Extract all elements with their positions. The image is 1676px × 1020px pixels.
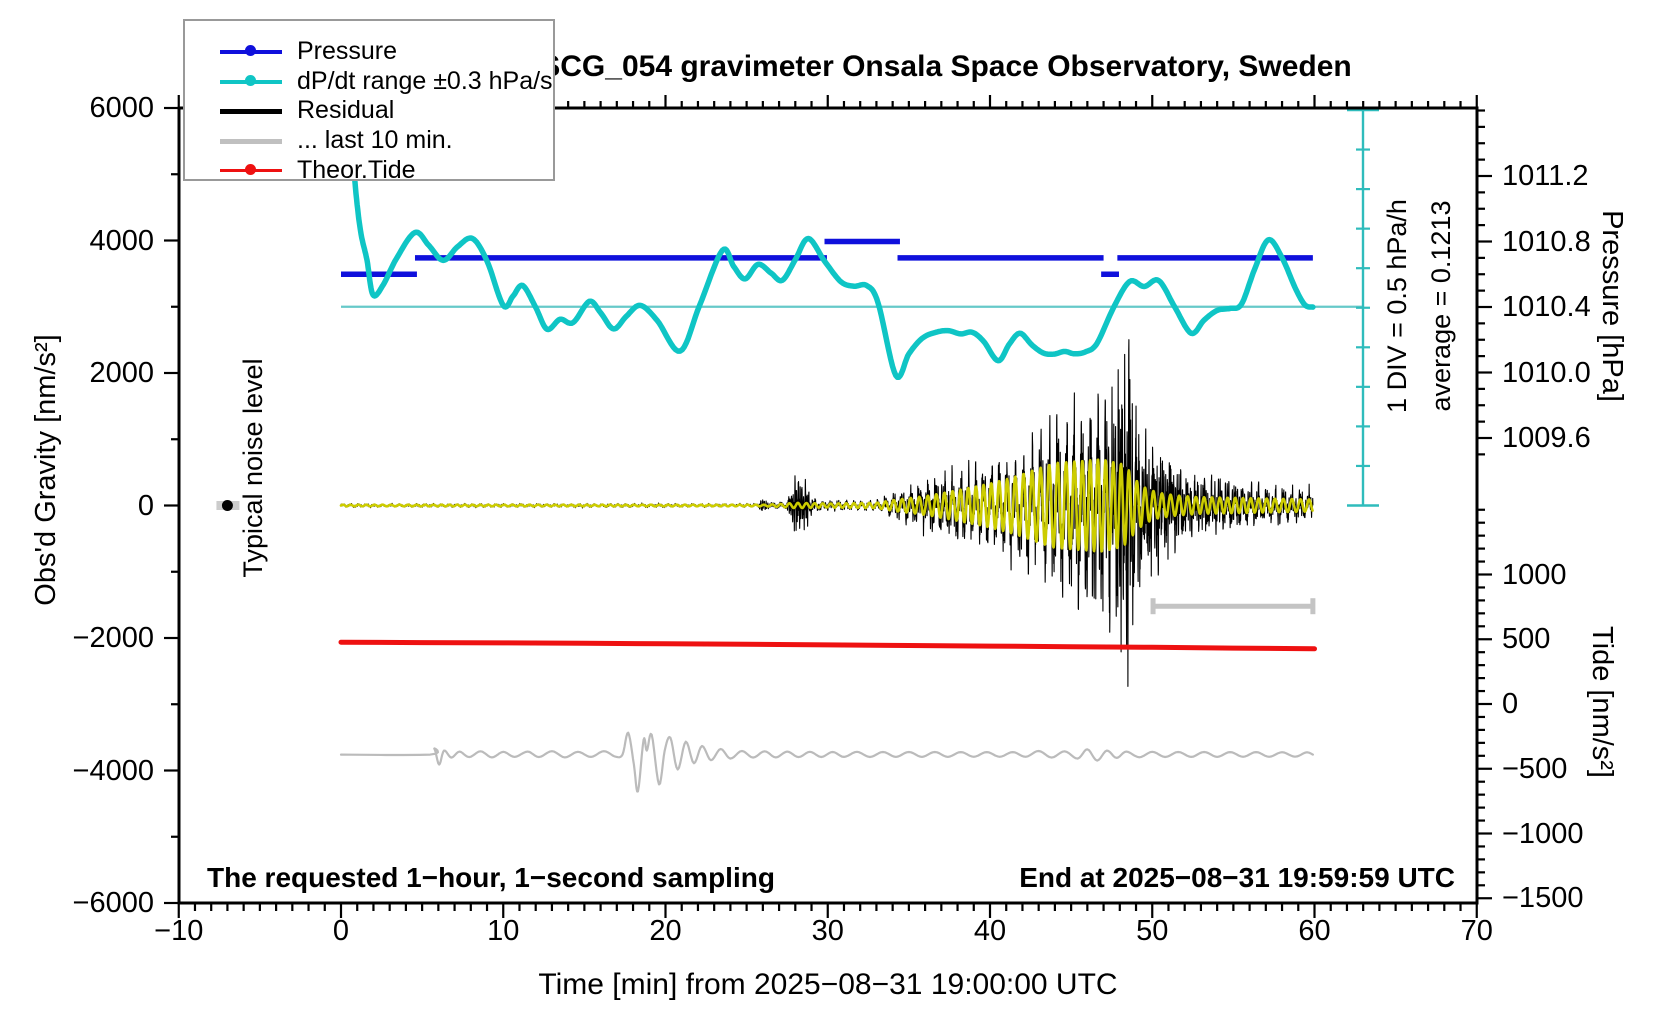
legend-item: ... last 10 min.: [185, 126, 553, 154]
time-tick-label: 60: [1298, 915, 1331, 947]
time-tick-label: 70: [1460, 915, 1493, 947]
gravity-tick-label: 2000: [89, 357, 154, 389]
tide-tick-label: 500: [1502, 623, 1551, 656]
typical-noise-label: Typical noise level: [237, 358, 268, 578]
time-tick-label: 0: [332, 915, 350, 947]
page-title: SCG_054 gravimeter Onsala Space Observat…: [540, 50, 1352, 83]
tide-tick-label: −1500: [1502, 882, 1584, 915]
gravity-tick-label: −6000: [72, 887, 154, 919]
tide-tick-label: 1000: [1502, 558, 1567, 591]
theor-tide-line: [338, 639, 1317, 652]
legend-label: Pressure: [297, 37, 398, 65]
average-label: average = 0.1213: [1425, 200, 1456, 412]
legend-dot: [245, 163, 256, 175]
time-tick-label: 30: [811, 915, 844, 947]
legend-line-swatch: [220, 139, 282, 145]
legend-box: Pressure dP/dt range ±0.3 hPa/s Residual..…: [183, 19, 555, 184]
legend-label: dP/dt range ±0.3 hPa/s: [297, 66, 553, 95]
tide-tick-label: 0: [1502, 688, 1519, 720]
tide-axis-title: Tide [nm/s²]: [1586, 625, 1619, 778]
legend-dot: [245, 74, 256, 86]
legend-label: Theor.Tide: [297, 155, 416, 184]
time-tick-label: 40: [973, 915, 1007, 947]
legend-item: Theor.Tide: [185, 156, 553, 184]
sampling-note: The requested 1−hour, 1−second sampling: [207, 862, 775, 893]
legend-label: ... last 10 min.: [297, 126, 453, 155]
dpdt-curve: [346, 107, 1316, 381]
residual-lowfreq-trace: [339, 458, 1314, 553]
pressure-tick-label: 1009.6: [1502, 422, 1591, 454]
tide-tick-label: −1000: [1502, 817, 1584, 850]
legend-item: Pressure: [185, 37, 553, 65]
tide-tick-label: −500: [1502, 752, 1568, 785]
div-scale-label: 1 DIV = 0.5 hPa/h: [1381, 199, 1412, 413]
last10-trace: [339, 731, 1314, 793]
legend-line-swatch: [220, 109, 282, 115]
gravity-tick-label: −2000: [72, 622, 154, 654]
gravity-tick-label: 0: [137, 489, 154, 522]
pressure-tick-label: 1010.0: [1502, 356, 1591, 389]
time-tick-label: 50: [1136, 915, 1169, 947]
gravity-tick-label: 4000: [89, 224, 154, 257]
time-tick-label: −10: [154, 915, 204, 947]
pressure-tick-label: 1010.4: [1502, 291, 1591, 323]
x-axis-title: Time [min] from 2025−08−31 19:00:00 UTC: [538, 968, 1118, 1001]
pressure-tick-label: 1011.2: [1502, 160, 1589, 192]
gravity-tick-label: 6000: [89, 92, 154, 124]
noise-dot: [221, 500, 233, 511]
time-tick-label: 10: [487, 915, 520, 947]
legend-dot: [245, 45, 256, 56]
pressure-tick-label: 1010.8: [1502, 225, 1591, 258]
end-note: End at 2025−08−31 19:59:59 UTC: [1019, 862, 1455, 893]
legend-item: Residual: [185, 96, 553, 124]
time-tick-label: 20: [649, 915, 682, 947]
legend-label: Residual: [297, 96, 395, 125]
legend-item: dP/dt range ±0.3 hPa/s: [185, 67, 553, 95]
gravity-tick-label: −4000: [72, 754, 154, 787]
